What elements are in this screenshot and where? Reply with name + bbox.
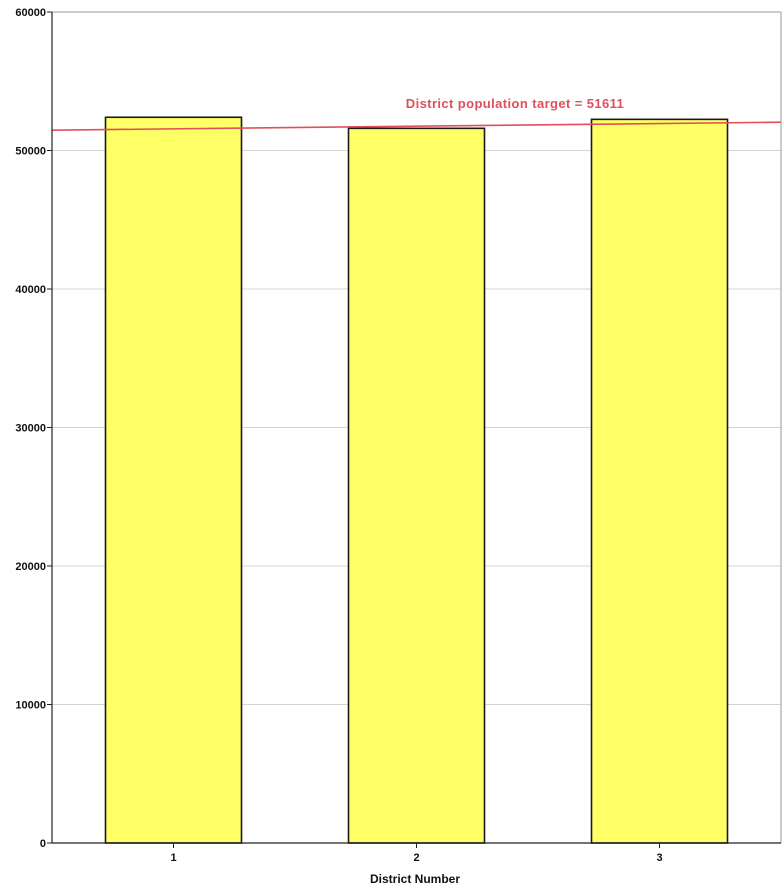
bar [104,116,243,844]
y-tick-label: 60000 [15,7,46,19]
bar [347,127,486,844]
bars [104,116,729,844]
bar [590,118,729,844]
y-tick-label: 0 [40,838,46,850]
y-tick-labels: 0 10000 20000 30000 40000 50000 60000 [15,7,46,850]
y-tick-label: 30000 [15,423,46,435]
target-label: District population target = 51611 [406,96,624,111]
x-tick-label: 1 [170,852,176,864]
x-tick-label: 3 [656,852,662,864]
y-tick-label: 20000 [15,561,46,573]
x-axis-title: District Number [370,872,460,886]
target-line [51,121,782,131]
y-tick-label: 40000 [15,284,46,296]
y-tick-label: 10000 [15,700,46,712]
y-tick-label: 50000 [15,146,46,158]
reference-line-group: District population target = 51611 [51,96,782,131]
x-tick-labels: 1 2 3 [170,852,662,864]
axes [47,11,782,848]
x-tick-label: 2 [413,852,419,864]
